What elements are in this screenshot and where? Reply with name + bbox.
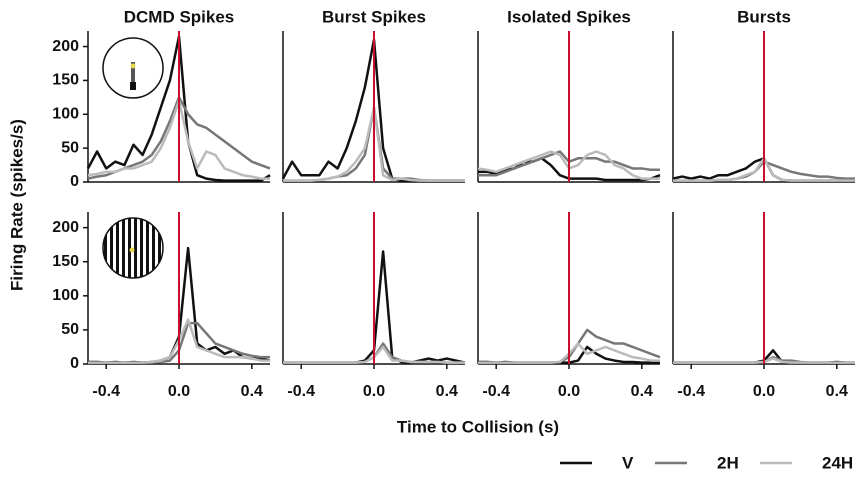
panel: -0.4 0.0 0.4: [282, 212, 466, 400]
panel: Isolated Spikes: [477, 7, 661, 183]
panel: -0.4 0.0 0.4: [477, 212, 661, 400]
stimulus-icon-grating: [102, 217, 164, 279]
y-tick-label: 150: [52, 253, 79, 270]
x-tick-label: 0.4: [826, 383, 848, 400]
y-tick-label: 0: [70, 355, 79, 372]
panel: Burst Spikes: [281, 7, 465, 183]
legend-label: 2H: [717, 453, 739, 472]
x-tick-label: 0.0: [168, 383, 190, 400]
panel: Bursts: [672, 7, 855, 183]
x-tick-label: 0.4: [241, 383, 263, 400]
panel: 0 50 100 150 200 -0.4 0.0 0.4: [52, 212, 271, 400]
y-tick-label: 100: [52, 105, 79, 122]
panel-title: Isolated Spikes: [507, 7, 631, 26]
y-tick-label: 200: [52, 219, 79, 236]
y-tick-label: 200: [52, 38, 79, 55]
y-tick-label: 50: [61, 139, 79, 156]
panel: -0.4 0.0 0.4: [672, 212, 855, 400]
x-tick-label: 0.0: [753, 383, 775, 400]
legend: V 2H 24H: [560, 453, 853, 472]
y-tick-label: 150: [52, 72, 79, 89]
x-tick-label: 0.4: [631, 383, 653, 400]
stimulus-icon-looming: [102, 37, 164, 99]
x-tick-label: 0.4: [436, 383, 458, 400]
y-axis-label: Firing Rate (spikes/s): [7, 119, 26, 291]
x-tick-label: -0.4: [92, 383, 120, 400]
panel: DCMD Spikes 0 50 100 150 200: [52, 7, 271, 190]
x-axis-label: Time to Collision (s): [397, 417, 559, 436]
legend-label: 24H: [822, 453, 853, 472]
x-tick-label: -0.4: [287, 383, 315, 400]
x-tick-label: 0.0: [558, 383, 580, 400]
panel-title: Bursts: [737, 7, 791, 26]
y-tick-label: 50: [61, 321, 79, 338]
y-tick-label: 100: [52, 287, 79, 304]
legend-label: V: [622, 453, 634, 472]
x-tick-label: -0.4: [482, 383, 510, 400]
x-tick-label: 0.0: [363, 383, 385, 400]
panel-title: Burst Spikes: [322, 7, 426, 26]
panel-title: DCMD Spikes: [124, 7, 235, 26]
x-tick-label: -0.4: [677, 383, 705, 400]
y-tick-label: 0: [70, 173, 79, 190]
